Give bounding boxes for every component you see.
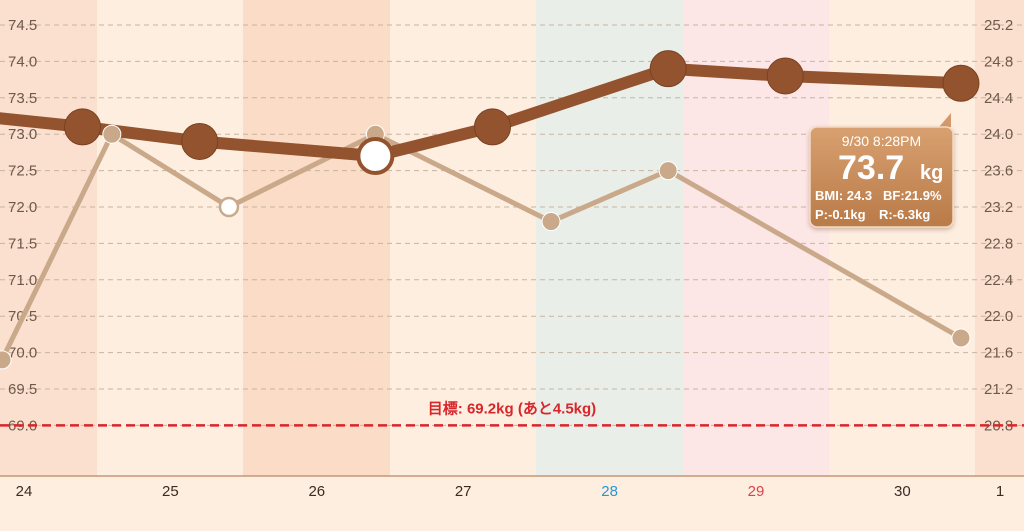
x-axis-tick: 30: [894, 483, 911, 500]
right-axis-tick: 23.2: [984, 199, 1013, 216]
tooltip-bf: BF:21.9%: [883, 188, 942, 203]
x-axis-tick: 27: [455, 483, 472, 500]
x-axis-tick: 24: [16, 483, 33, 500]
left-axis-tick: 74.5: [8, 17, 37, 34]
x-axis-tick: 25: [162, 483, 179, 500]
tooltip-box: [809, 126, 954, 228]
secondary-series-point[interactable]: [658, 161, 678, 181]
weight-series-point[interactable]: [649, 50, 687, 88]
day-band: [975, 0, 1024, 476]
right-axis-tick: 22.4: [984, 272, 1013, 289]
goal-label: 目標: 69.2kg (あと4.5kg): [428, 399, 596, 417]
secondary-series-point[interactable]: [951, 328, 971, 348]
day-band: [97, 0, 243, 476]
left-axis-tick: 73.0: [8, 126, 37, 143]
right-axis-tick: 23.6: [984, 163, 1013, 180]
right-axis-tick: 22.8: [984, 235, 1013, 252]
day-band: [243, 0, 390, 476]
left-axis-tick: 71.0: [8, 272, 37, 289]
left-axis-tick: 74.0: [8, 53, 37, 70]
left-axis-tick: 73.5: [8, 90, 37, 107]
tooltip-p: P:-0.1kg: [815, 207, 866, 222]
left-axis-tick: 72.5: [8, 163, 37, 180]
right-axis-tick: 25.2: [984, 17, 1013, 34]
right-axis-tick: 24.0: [984, 126, 1013, 143]
secondary-series-point[interactable]: [0, 350, 12, 370]
left-axis-tick: 70.0: [8, 345, 37, 362]
tooltip-pointer: [939, 113, 951, 127]
x-axis-tick: 1: [996, 483, 1004, 500]
secondary-series-point[interactable]: [102, 124, 122, 144]
weight-series-point[interactable]: [942, 64, 980, 102]
weight-series-point[interactable]: [473, 108, 511, 146]
left-axis-tick: 72.0: [8, 199, 37, 216]
left-axis-tick: 69.5: [8, 381, 37, 398]
right-axis-tick: 24.8: [984, 53, 1013, 70]
weight-series-line: [0, 62, 967, 162]
tooltip-datetime: 9/30 8:28PM: [842, 133, 921, 149]
x-axis-strip: [0, 476, 1024, 531]
weight-series-point[interactable]: [64, 108, 102, 146]
right-axis-tick: 21.2: [984, 381, 1013, 398]
weight-series-point[interactable]: [181, 122, 219, 160]
tooltip-unit: kg: [920, 162, 943, 184]
left-axis-tick: 71.5: [8, 235, 37, 252]
secondary-series-line: [0, 131, 964, 363]
x-axis-tick: 29: [748, 483, 765, 500]
tooltip-weight: 73.7: [838, 149, 904, 187]
day-band: [0, 0, 97, 476]
day-band: [390, 0, 536, 476]
x-axis-tick: 26: [308, 483, 325, 500]
right-axis-tick: 24.4: [984, 90, 1013, 107]
x-axis-tick: 28: [601, 483, 618, 500]
tooltip-bmi: BMI: 24.3: [815, 188, 872, 203]
weight-series-point[interactable]: [356, 137, 395, 176]
secondary-series-point[interactable]: [218, 196, 240, 218]
tooltip-r: R:-6.3kg: [879, 207, 930, 222]
weight-series-point[interactable]: [766, 57, 804, 95]
right-axis-tick: 22.0: [984, 308, 1013, 325]
secondary-series-point[interactable]: [541, 212, 561, 232]
right-axis-tick: 21.6: [984, 345, 1013, 362]
